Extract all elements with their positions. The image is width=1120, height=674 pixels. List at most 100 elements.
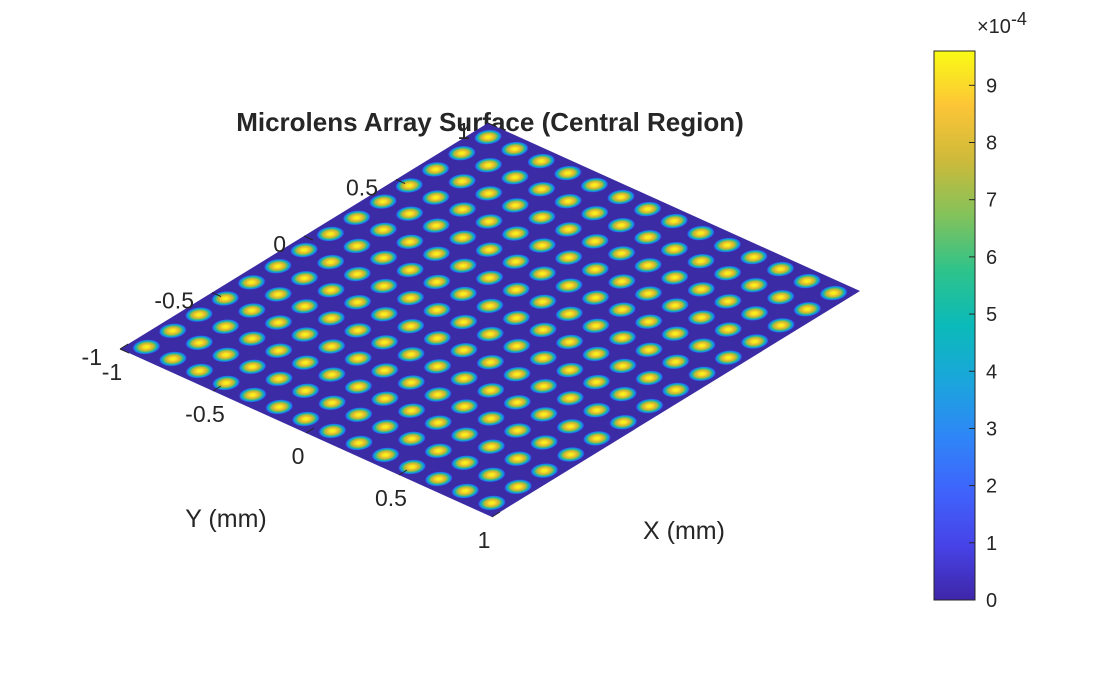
lens <box>713 293 743 310</box>
lens <box>582 402 611 418</box>
lens <box>660 241 689 257</box>
lens <box>501 197 530 214</box>
lens <box>397 402 426 419</box>
lens <box>265 399 294 415</box>
lens <box>633 201 662 217</box>
x-tick-mark <box>119 343 129 350</box>
lens <box>475 270 504 286</box>
lens <box>421 189 451 206</box>
lens <box>529 434 559 451</box>
lens <box>424 443 453 459</box>
lens <box>237 330 267 347</box>
lens <box>475 298 505 314</box>
lens <box>449 314 478 330</box>
lens <box>316 254 345 270</box>
lens <box>451 483 480 499</box>
lens <box>211 347 241 363</box>
y-tick-mark <box>395 179 406 184</box>
lens <box>554 221 583 238</box>
lens <box>343 294 372 310</box>
lens <box>158 351 188 367</box>
lens <box>290 298 319 315</box>
lens <box>395 262 425 278</box>
lens <box>476 410 506 427</box>
lens <box>607 301 637 318</box>
colorbar-tick-label: 4 <box>986 361 997 383</box>
lens <box>396 290 425 306</box>
lens <box>581 346 611 362</box>
lens <box>450 455 480 471</box>
colorbar-scale <box>933 50 976 601</box>
lens <box>554 249 583 266</box>
y-tick-label: -0.5 <box>154 288 194 314</box>
lens <box>740 333 769 350</box>
lens <box>582 374 611 390</box>
y-tick-label: 0.5 <box>346 175 378 201</box>
lens <box>397 431 427 447</box>
colorbar-tick-label: 5 <box>986 304 997 326</box>
lens <box>264 314 293 331</box>
lens <box>291 354 320 371</box>
colorbar-tick-label: 6 <box>986 247 997 269</box>
x-tick-label: 0 <box>292 443 305 469</box>
lens <box>422 274 451 290</box>
lens <box>317 395 347 411</box>
lens <box>713 237 742 253</box>
lens <box>634 313 663 330</box>
lens <box>342 238 372 254</box>
lens <box>634 342 664 358</box>
lens <box>528 322 558 338</box>
lens <box>238 387 267 403</box>
lens <box>555 390 585 406</box>
lens <box>687 366 717 382</box>
lens <box>475 241 504 258</box>
lens <box>371 447 400 463</box>
lens <box>263 258 293 274</box>
lens <box>316 282 346 298</box>
lens <box>264 342 293 359</box>
lens <box>158 323 187 339</box>
lens <box>474 213 504 230</box>
lens <box>132 339 161 355</box>
lens <box>660 297 690 314</box>
lens <box>371 419 400 435</box>
lens <box>501 253 531 270</box>
lens <box>553 165 583 181</box>
lens <box>291 411 321 427</box>
lens <box>343 266 372 282</box>
lens <box>581 261 610 278</box>
colorbar-tick-label: 3 <box>986 418 997 440</box>
lens <box>316 226 345 242</box>
lens <box>344 435 374 451</box>
lens <box>609 414 638 430</box>
lens <box>423 386 453 403</box>
lens <box>370 362 399 379</box>
lens <box>502 310 531 326</box>
lens <box>290 326 320 343</box>
lens <box>421 217 451 234</box>
lens <box>713 265 742 281</box>
lens <box>395 234 425 250</box>
lens <box>396 318 425 334</box>
lens <box>396 346 426 363</box>
lens <box>423 330 452 346</box>
lens <box>342 210 371 226</box>
y-tick-label: -1 <box>82 344 102 370</box>
lens <box>556 418 585 435</box>
lens <box>264 371 294 387</box>
lens <box>580 177 609 193</box>
lens <box>290 270 319 286</box>
lens <box>503 394 532 411</box>
lens <box>606 189 636 205</box>
lens <box>317 366 347 383</box>
lens <box>423 358 452 375</box>
y-tick-mark <box>487 122 498 128</box>
lens <box>344 407 373 423</box>
colorbar-exponent: ×10-4 <box>977 9 1027 38</box>
lens <box>503 479 533 495</box>
lens <box>582 430 612 447</box>
lens <box>211 290 240 307</box>
lens <box>529 350 558 366</box>
lens <box>713 321 743 338</box>
lens <box>529 378 558 394</box>
